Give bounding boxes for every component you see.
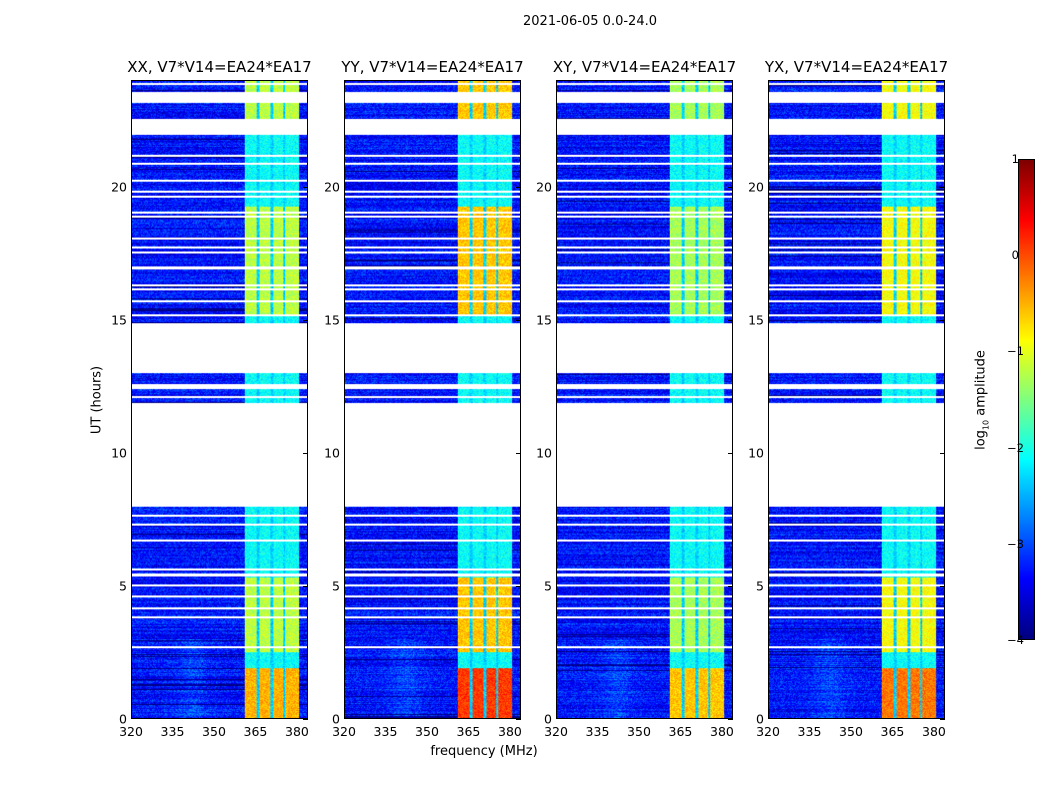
panel-title: XX, V7*V14=EA24*EA17: [127, 58, 312, 76]
y-tick-label: 10: [748, 445, 764, 461]
y-tick-mark: [728, 319, 733, 321]
x-tick-label: 350: [202, 724, 226, 739]
y-tick-label: 5: [544, 578, 552, 594]
colorbar-tick-label: −1: [1007, 344, 1024, 359]
y-tick-mark: [940, 452, 945, 454]
heatmap-panel: [344, 80, 521, 719]
y-tick-label: 15: [111, 312, 127, 328]
y-tick-label: 10: [324, 445, 340, 461]
y-tick-mark: [303, 452, 308, 454]
y-tick-label: 15: [748, 312, 764, 328]
x-tick-label: 350: [415, 724, 439, 739]
y-tick-mark: [516, 452, 521, 454]
x-tick-label: 380: [710, 724, 734, 739]
y-tick-mark: [940, 585, 945, 587]
y-tick-mark: [516, 719, 521, 720]
x-tick-label: 335: [797, 724, 822, 739]
x-tick-label: 335: [585, 724, 610, 739]
y-tick-mark: [940, 319, 945, 321]
y-tick-label: 0: [119, 711, 127, 727]
y-tick-mark: [516, 186, 521, 188]
y-tick-mark: [303, 719, 308, 720]
y-tick-label: 20: [748, 179, 764, 194]
y-tick-label: 5: [756, 578, 764, 594]
heatmap-panel: [131, 80, 308, 719]
x-tick-label: 365: [880, 724, 905, 739]
x-tick-label: 365: [243, 724, 268, 739]
x-tick-label: 320: [756, 724, 780, 739]
colorbar-tick-label: −2: [1007, 440, 1024, 455]
x-tick-label: 320: [332, 724, 356, 739]
x-tick-label: 320: [119, 724, 143, 739]
x-tick-label: 335: [373, 724, 398, 739]
colorbar-label: log10 amplitude: [973, 350, 991, 450]
y-axis-label: UT (hours): [89, 365, 105, 435]
y-tick-label: 0: [756, 711, 764, 727]
y-tick-mark: [516, 319, 521, 321]
y-tick-label: 10: [111, 445, 127, 461]
y-tick-mark: [728, 452, 733, 454]
y-tick-mark: [303, 186, 308, 188]
y-tick-label: 15: [536, 312, 552, 328]
y-tick-mark: [516, 585, 521, 587]
y-tick-label: 0: [332, 711, 340, 727]
colorbar-tick-label: −3: [1007, 536, 1024, 551]
y-tick-label: 15: [324, 312, 340, 328]
panel-title: XY, V7*V14=EA24*EA17: [552, 58, 737, 76]
y-tick-label: 10: [536, 445, 552, 461]
panel-title: YX, V7*V14=EA24*EA17: [764, 58, 949, 76]
y-tick-mark: [728, 719, 733, 720]
x-tick-label: 380: [285, 724, 309, 739]
y-tick-mark: [940, 719, 945, 720]
figure-title: 2021-06-05 0.0-24.0: [523, 14, 657, 29]
y-tick-label: 5: [119, 578, 127, 594]
x-tick-label: 380: [498, 724, 522, 739]
y-tick-label: 20: [324, 179, 340, 194]
y-tick-label: 0: [544, 711, 552, 727]
y-tick-label: 20: [536, 179, 552, 194]
y-tick-mark: [303, 585, 308, 587]
x-tick-label: 320: [544, 724, 568, 739]
y-tick-mark: [303, 319, 308, 321]
colorbar-tick-label: 0: [1011, 248, 1019, 263]
heatmap-panel: [768, 80, 945, 719]
y-tick-mark: [728, 585, 733, 587]
heatmap-panel: [556, 80, 733, 719]
x-tick-label: 365: [668, 724, 693, 739]
y-tick-label: 20: [111, 179, 127, 194]
y-tick-mark: [940, 186, 945, 188]
x-tick-label: 350: [839, 724, 863, 739]
y-tick-label: 5: [332, 578, 340, 594]
colorbar-tick-label: −4: [1007, 633, 1024, 647]
x-tick-label: 350: [627, 724, 651, 739]
x-tick-label: 335: [160, 724, 185, 739]
x-axis-label: frequency (MHz): [430, 744, 538, 759]
colorbar-tick-label: 1: [1011, 152, 1019, 166]
panel-title: YY, V7*V14=EA24*EA17: [341, 58, 524, 76]
y-tick-mark: [728, 186, 733, 188]
x-tick-label: 380: [922, 724, 946, 739]
x-tick-label: 365: [456, 724, 481, 739]
colorbar: [1018, 159, 1035, 640]
